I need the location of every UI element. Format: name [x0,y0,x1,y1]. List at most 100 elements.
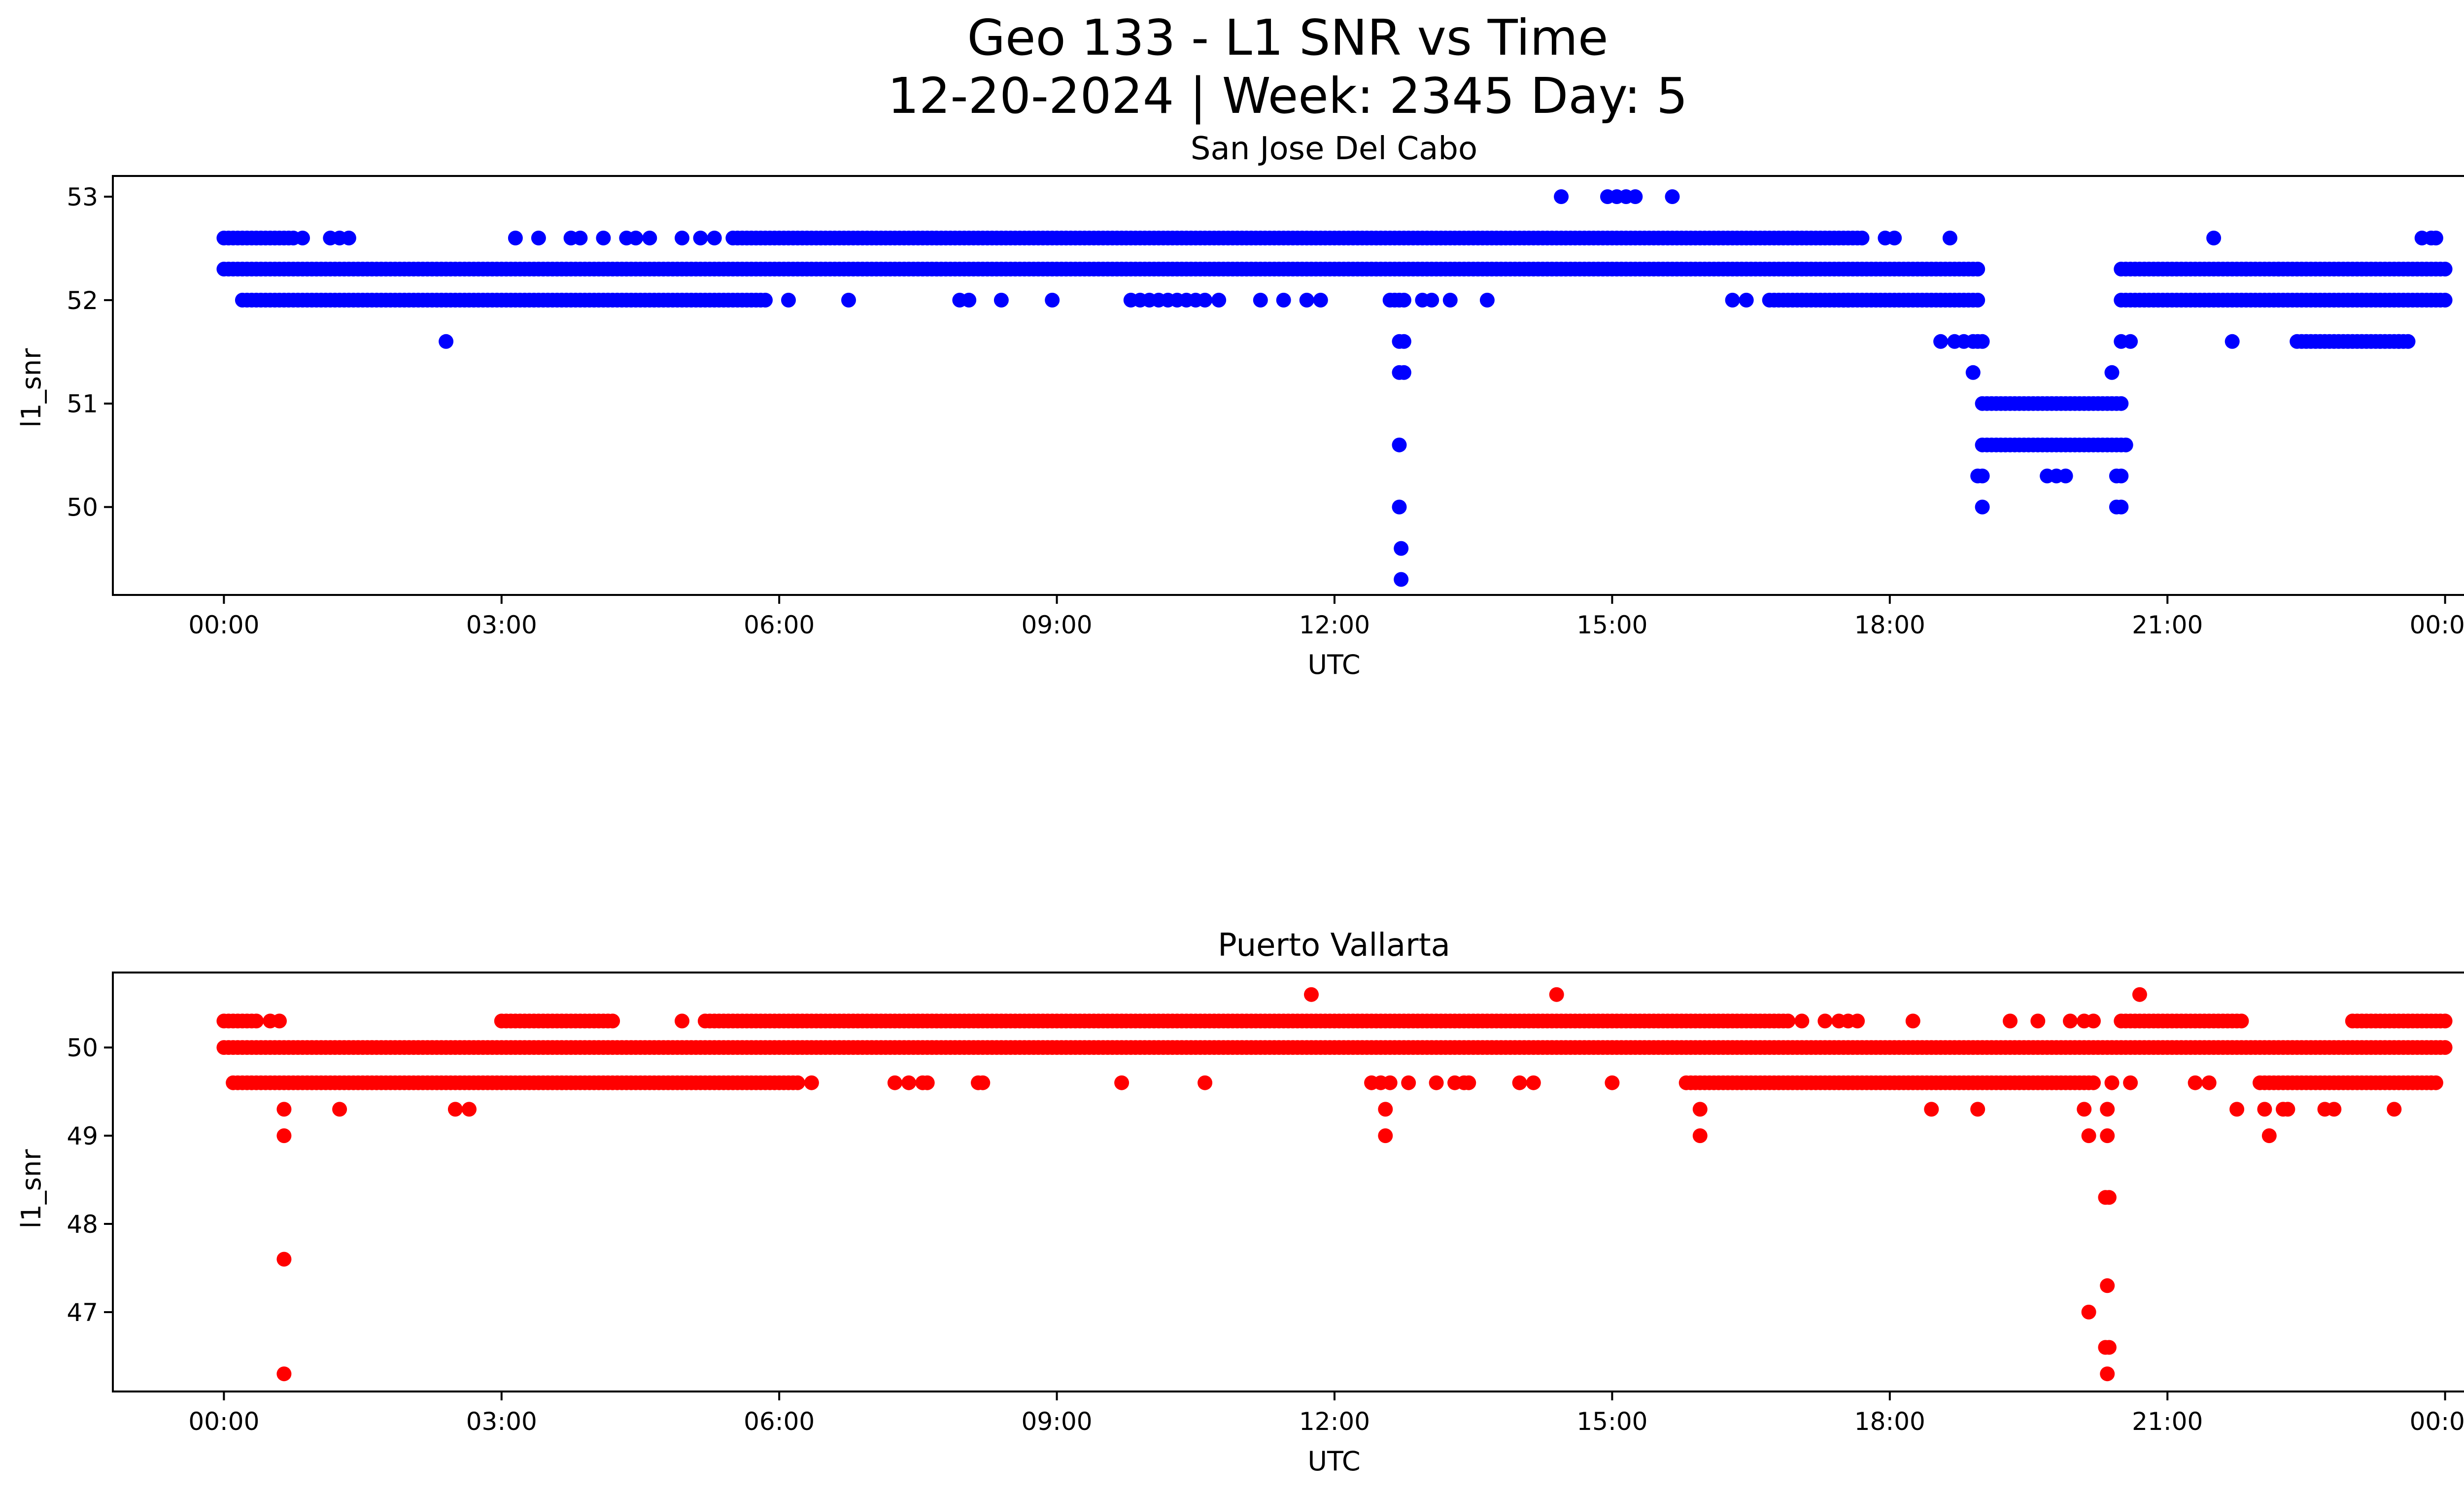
y-axis-ticks: 47 48 49 50 [67,1034,113,1327]
scatter-point [2387,1102,2402,1117]
scatter-point [1424,292,1439,308]
scatter-point [276,1366,292,1382]
scatter-point [2206,230,2222,245]
scatter-point [2086,1013,2101,1029]
x-axis-label: UTC [1307,649,1360,680]
scatter-point [2114,396,2129,411]
scatter-point [1045,292,1060,308]
scatter-point [1512,1075,1527,1090]
scatter-point [2123,1075,2138,1090]
y-tick-label: 49 [67,1122,98,1150]
scatter-point [2238,261,2254,277]
scatter-point [1396,365,1411,380]
scatter-point [1692,1128,1708,1144]
y-tick-label: 52 [67,286,98,315]
scatter-point [1975,468,1990,484]
plot-title: Puerto Vallarta [1218,927,1450,964]
scatter-point [1605,1075,1620,1090]
x-axis-label: UTC [1307,1446,1360,1477]
plot-san-jose-del-cabo: San Jose Del Cabo 00:00 03:00 06:00 09:00 12… [16,131,2464,680]
scatter-point [2100,1102,2115,1117]
scatter-point [2100,1366,2115,1382]
x-tick-label: 06:00 [744,611,815,639]
plot-frame [112,972,2464,1392]
scatter-point [1692,1102,1708,1117]
scatter-point [2081,1128,2096,1144]
scatter-point [1549,987,1564,1002]
scatter-point [1461,1075,1476,1090]
scatter-point [249,1013,264,1029]
scatter-point [2114,499,2129,515]
scatter-point [1780,1013,1796,1029]
scatter-point [1970,1102,1985,1117]
figure-title: Geo 133 - L1 SNR vs Time 12-20-2024 | We… [0,9,2464,125]
scatter-point [1817,1013,1833,1029]
scatter-point [2261,1128,2277,1144]
x-tick-label: 21:00 [2132,1407,2203,1436]
y-axis-label: l1_snr [16,348,47,428]
scatter-point [2188,1075,2203,1090]
scatter-point [2437,292,2453,308]
x-tick-label: 06:00 [744,1407,815,1436]
scatter-point [462,1102,477,1117]
plot-puerto-vallarta: Puerto Vallarta 00:00 03:00 06:00 09:00 12:0… [16,927,2464,1477]
figure-title-line2: 12-20-2024 | Week: 2345 Day: 5 [888,67,1688,125]
scatter-point [2428,230,2443,245]
scatter-point [1628,189,1643,204]
scatter-point [1276,292,1291,308]
scatter-point [693,230,708,245]
scatter-point [2327,1102,2342,1117]
x-tick-label: 00:00 [188,611,259,639]
scatter-point [2100,1278,2115,1293]
scatter-point [1211,292,1227,308]
scatter-point [2104,365,2120,380]
scatter-point [2003,1013,2018,1029]
x-tick-label: 18:00 [1854,611,1925,639]
scatter-point [790,1075,805,1090]
scatter-point [1313,292,1328,308]
scatter-point [1299,292,1314,308]
scatter-point [1965,365,1981,380]
x-tick-label: 18:00 [1854,1407,1925,1436]
scatter-point [1479,292,1495,308]
figure-title-line1: Geo 133 - L1 SNR vs Time [967,9,1608,67]
scatter-point [1665,189,1680,204]
scatter-point [2118,437,2133,452]
scatter-point [675,1013,689,1029]
x-tick-label: 12:00 [1299,1407,1370,1436]
scatter-point [2391,334,2406,349]
scatter-points [216,987,2453,1382]
y-tick-label: 47 [67,1298,98,1327]
x-axis-ticks: 00:00 03:00 06:00 09:00 12:00 15:00 18:00 21:00… [188,595,2464,639]
x-tick-label: 12:00 [1299,611,1370,639]
scatter-point [2114,468,2129,484]
scatter-point [2280,1102,2295,1117]
scatter-point [2424,1075,2439,1090]
scatter-point [1942,230,1957,245]
y-axis-ticks: 50 51 52 53 [67,183,113,522]
scatter-point [1739,292,1754,308]
scatter-point [1924,1102,1939,1117]
scatter-point [1378,1102,1393,1117]
plot-title: San Jose Del Cabo [1191,131,1477,167]
scatter-point [993,292,1009,308]
scatter-point [1429,1075,1444,1090]
y-axis-label: l1_snr [16,1149,47,1229]
x-tick-label: 00:00 [2410,1407,2464,1436]
scatter-point [2201,1075,2217,1090]
scatter-point [1396,334,1411,349]
scatter-point [295,230,310,245]
scatter-point [2081,1304,2096,1320]
scatter-point [804,1075,819,1090]
y-tick-label: 48 [67,1210,98,1239]
scatter-point [675,230,689,245]
scatter-point [508,230,523,245]
scatter-point [1854,230,1870,245]
scatter-point [1394,572,1409,587]
x-tick-label: 03:00 [466,611,537,639]
x-tick-label: 15:00 [1576,1407,1647,1436]
scatter-point [1933,334,1949,349]
x-tick-label: 03:00 [466,1407,537,1436]
scatter-point [1975,499,1990,515]
